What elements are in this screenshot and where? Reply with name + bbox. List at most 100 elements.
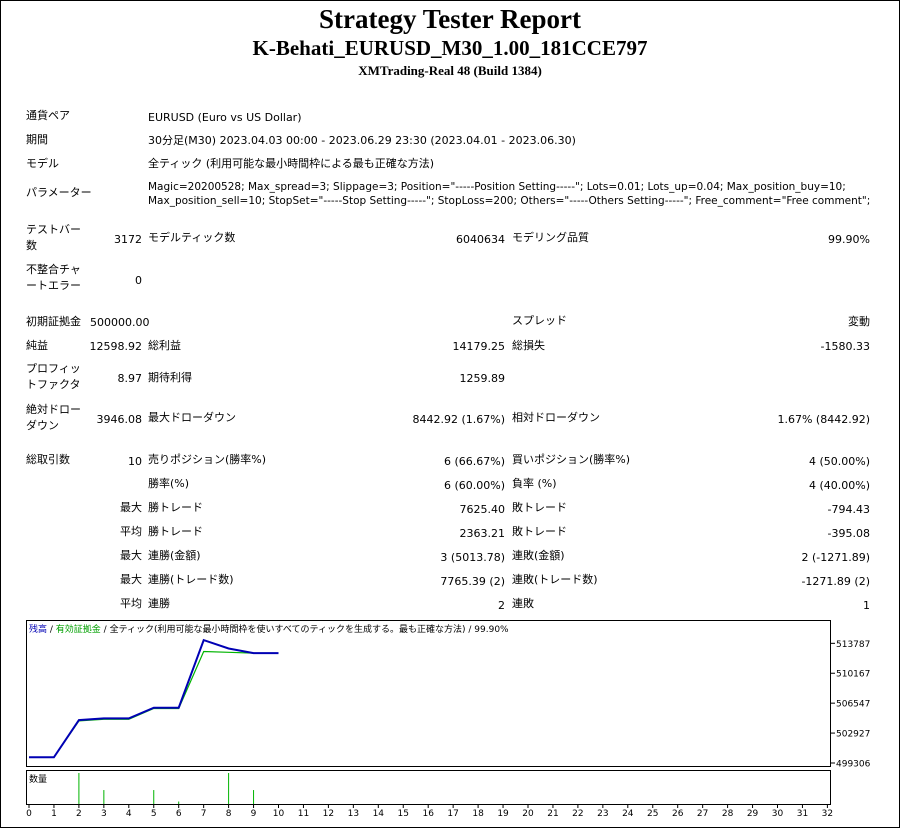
quality-label: モデリング品質 xyxy=(512,231,589,244)
x-tick-label: 25 xyxy=(647,809,658,816)
avg-win-value: 2363.21 xyxy=(459,527,506,540)
avg-consec-losses-label: 連敗 xyxy=(512,597,534,610)
server-info: XMTrading-Real 48 (Build 1384) xyxy=(358,63,542,78)
x-tick-label: 24 xyxy=(622,809,634,816)
period-value: 30分足(M30) 2023.04.03 00:00 - 2023.06.29 … xyxy=(148,134,576,147)
report-subtitle: K-Behati_EURUSD_M30_1.00_181CCE797 xyxy=(252,36,648,60)
params-line-2: Max_position_sell=10; StopSet="-----Stop… xyxy=(148,195,871,207)
model-value: 全ティック (利用可能な最小時間枠による最も正確な方法) xyxy=(148,157,435,170)
x-tick-label: 28 xyxy=(722,809,734,816)
x-tick-label: 32 xyxy=(822,809,833,816)
abs-dd-label-2: ダウン xyxy=(26,419,59,432)
largest-loss-value: -794.43 xyxy=(827,503,870,516)
consec-wins-money-label: 連勝(金額) xyxy=(148,549,201,562)
mismatch-value: 0 xyxy=(135,274,142,287)
win-pct-label: 勝率(%) xyxy=(148,477,190,490)
x-tick-label: 12 xyxy=(323,809,334,816)
avg-label-2: 平均 xyxy=(120,597,142,610)
x-tick-label: 1 xyxy=(51,809,57,816)
bars-label-2: 数 xyxy=(26,239,37,252)
x-tick-label: 14 xyxy=(373,809,385,816)
x-tick-label: 23 xyxy=(597,809,608,816)
ticks-label: モデルティック数 xyxy=(148,231,236,244)
x-tick-label: 9 xyxy=(251,809,257,816)
consec-losses-money-label: 連敗(金額) xyxy=(512,549,565,562)
x-tick-label: 22 xyxy=(572,809,583,816)
chart-plot-frame xyxy=(26,620,831,767)
gross-loss-label: 総損失 xyxy=(512,339,545,352)
max-label-2: 最大 xyxy=(120,549,142,562)
largest-win-value: 7625.40 xyxy=(459,503,506,516)
loss-pct-value: 4 (40.00%) xyxy=(808,479,870,492)
mismatch-label: 不整合チャ xyxy=(26,263,81,276)
avg-loss-label: 敗トレード xyxy=(512,525,567,538)
x-tick-label: 5 xyxy=(151,809,157,816)
x-tick-label: 10 xyxy=(273,809,285,816)
x-tick-label: 13 xyxy=(348,809,359,816)
x-tick-label: 30 xyxy=(772,809,784,816)
loss-pct-label: 負率 (%) xyxy=(512,477,557,490)
legend-quality: / 99.90% xyxy=(466,625,510,635)
x-tick-label: 4 xyxy=(126,809,132,816)
consec-loss-value: -1271.89 (2) xyxy=(801,575,870,588)
x-tick-label: 20 xyxy=(522,809,534,816)
y-tick-label: 510167 xyxy=(836,670,870,680)
params-label: パラメーター xyxy=(26,186,92,199)
bars-value: 3172 xyxy=(114,233,142,246)
quality-value: 99.90% xyxy=(828,233,870,246)
largest-loss-label: 敗トレード xyxy=(512,501,567,514)
report-title: Strategy Tester Report xyxy=(319,4,581,34)
avg-loss-value: -395.08 xyxy=(827,527,870,540)
volume-label: 数量 xyxy=(29,773,47,785)
profit-factor-label: プロフィッ xyxy=(26,362,81,375)
short-label: 売りポジション(勝率%) xyxy=(148,453,267,466)
gross-loss-value: -1580.33 xyxy=(820,340,870,353)
consec-loss-label: 連敗(トレード数) xyxy=(512,573,598,586)
profit-factor-label-2: トファクタ xyxy=(26,378,81,391)
win-pct-value: 6 (60.00%) xyxy=(443,479,505,492)
x-tick-label: 26 xyxy=(672,809,684,816)
expected-payoff-label: 期待利得 xyxy=(148,371,192,384)
avg-consec-losses-value: 1 xyxy=(863,599,870,612)
params-line-1: Magic=20200528; Max_spread=3; Slippage=3… xyxy=(148,181,846,193)
legend-balance: 残高 xyxy=(29,623,47,635)
long-value: 4 (50.00%) xyxy=(808,455,870,468)
x-tick-label: 17 xyxy=(447,809,458,816)
period-label: 期間 xyxy=(26,133,48,146)
y-tick-label: 513787 xyxy=(836,640,870,650)
x-tick-label: 3 xyxy=(101,809,107,816)
short-value: 6 (66.67%) xyxy=(443,455,505,468)
x-tick-label: 6 xyxy=(176,809,182,816)
legend-model: 全ティック(利用可能な最小時間枠を使いすべてのティックを生成する。最も正確な方法… xyxy=(110,623,466,635)
max-dd-label: 最大ドローダウン xyxy=(148,411,236,424)
mismatch-label-2: ートエラー xyxy=(26,279,81,292)
max-dd-value: 8442.92 (1.67%) xyxy=(412,413,505,426)
net-label: 純益 xyxy=(26,339,48,352)
x-tick-label: 21 xyxy=(547,809,558,816)
consec-losses-money-value: 2 (-1271.89) xyxy=(801,551,870,564)
symbol-label: 通貨ペア xyxy=(26,109,70,122)
deposit-label: 初期証拠金 xyxy=(26,315,81,328)
spread-label: スプレッド xyxy=(512,314,567,327)
abs-dd-label: 絶対ドロー xyxy=(26,403,81,416)
y-tick-label: 502927 xyxy=(836,730,870,740)
x-tick-label: 2 xyxy=(76,809,82,816)
consec-wins-money-value: 3 (5013.78) xyxy=(440,551,505,564)
consec-profit-value: 7765.39 (2) xyxy=(440,575,505,588)
gross-profit-value: 14179.25 xyxy=(452,340,506,353)
largest-win-label: 勝トレード xyxy=(148,501,203,514)
x-tick-label: 15 xyxy=(398,809,409,816)
rel-dd-label: 相対ドローダウン xyxy=(512,411,600,424)
expected-payoff-value: 1259.89 xyxy=(459,372,506,385)
max-label-3: 最大 xyxy=(120,573,142,586)
y-tick-label: 499306 xyxy=(836,760,871,770)
avg-consec-wins-label: 連勝 xyxy=(148,597,170,610)
avg-consec-wins-value: 2 xyxy=(498,599,505,612)
avg-win-label: 勝トレード xyxy=(148,525,203,538)
abs-dd-value: 3946.08 xyxy=(96,413,143,426)
ticks-value: 6040634 xyxy=(456,233,505,246)
x-tick-label: 27 xyxy=(697,809,708,816)
y-tick-label: 506547 xyxy=(836,700,870,710)
total-trades-label: 総取引数 xyxy=(26,453,70,466)
legend-equity: 有効証拠金 xyxy=(56,623,101,635)
